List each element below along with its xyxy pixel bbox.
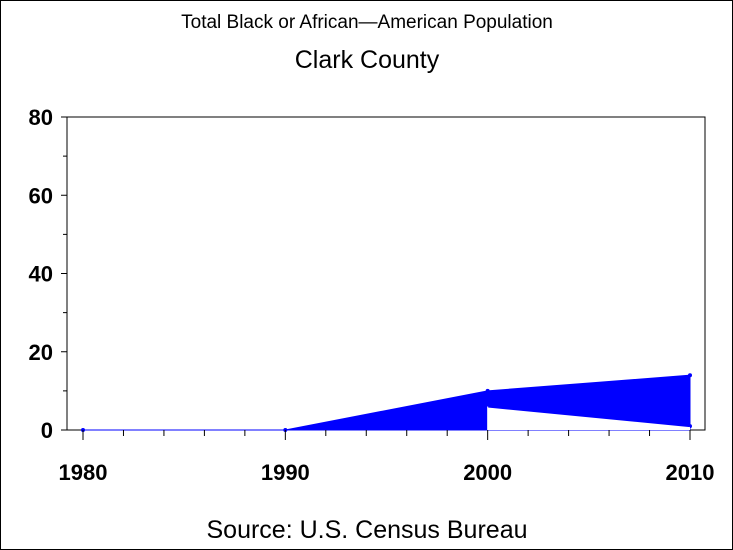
x-tick-label: 2000 xyxy=(463,460,512,485)
y-tick-label: 20 xyxy=(29,340,53,365)
x-tick-label: 1990 xyxy=(261,460,310,485)
data-point-0-2 xyxy=(485,388,490,393)
chart-title: Total Black or African—American Populati… xyxy=(181,12,553,33)
y-tick-label: 60 xyxy=(29,183,53,208)
x-tick-label: 1980 xyxy=(59,460,108,485)
x-tick-label: 2010 xyxy=(666,460,715,485)
series-line-1 xyxy=(487,405,691,428)
data-point-0-3 xyxy=(688,373,692,378)
y-tick-label: 40 xyxy=(29,262,53,287)
chart-footnote: Source: U.S. Census Bureau xyxy=(207,516,528,544)
y-tick-label: 80 xyxy=(29,105,53,130)
chart-subtitle: Clark County xyxy=(295,46,440,74)
plot-frame xyxy=(66,116,706,431)
axis-layer: 0 20 40 60 80 1980 1990 2000 2010 xyxy=(29,105,715,485)
area-layer xyxy=(81,373,692,432)
y-tick-label: 0 xyxy=(41,418,53,443)
